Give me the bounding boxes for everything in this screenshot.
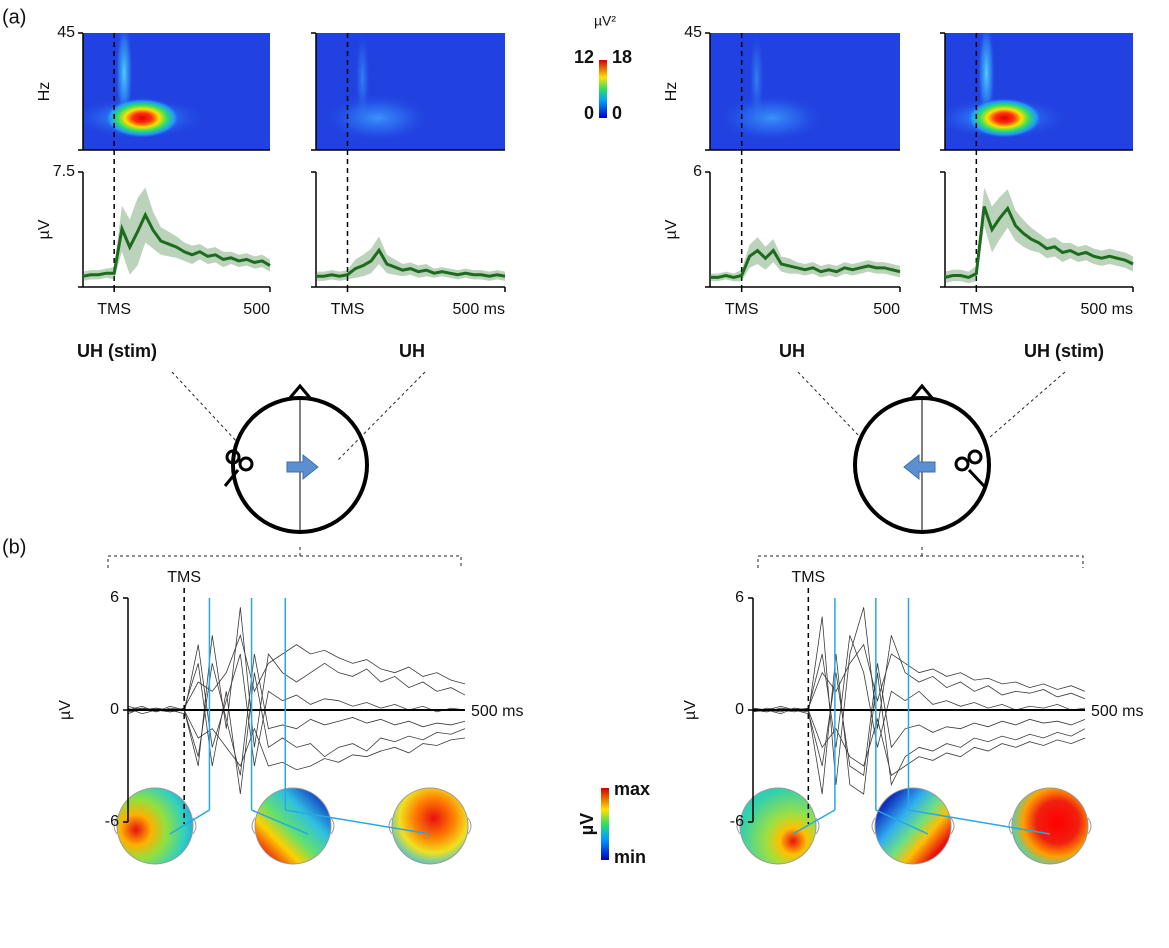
colorbar-unit: µV — [577, 813, 597, 835]
site-label: UH (stim) — [77, 341, 157, 361]
marker-connector — [792, 809, 836, 835]
colorbar — [599, 60, 607, 118]
marker-connector — [908, 809, 1051, 835]
marker-connector — [251, 809, 309, 835]
annotation: TMS — [167, 569, 201, 586]
annotation: TMS — [791, 569, 825, 586]
colorbar-label: 18 — [612, 47, 632, 67]
x-tick-label: 500 ms — [1091, 703, 1143, 720]
y-axis-label: Hz — [36, 82, 53, 102]
site-label: UH — [779, 341, 805, 361]
y-tick-label: 6 — [735, 589, 744, 606]
colorbar-label: min — [614, 847, 646, 867]
error-band — [710, 237, 900, 282]
y-tick-label: 45 — [57, 24, 75, 41]
y-tick-label: 7.5 — [53, 163, 75, 180]
series-line — [127, 633, 466, 713]
y-axis-label: µV — [682, 700, 699, 720]
colorbar-unit: µV² — [594, 13, 616, 29]
x-tick-label: 500 — [873, 301, 900, 318]
x-tick-label: 500 — [243, 301, 270, 318]
series-line — [752, 607, 1086, 785]
heatmap-blob — [966, 98, 1043, 138]
heatmap — [710, 33, 900, 150]
colorbar-label: 0 — [584, 103, 594, 123]
y-tick-label: 0 — [735, 701, 744, 718]
panel-label: (a) — [2, 6, 26, 28]
series-line — [710, 248, 901, 279]
x-tick-label: 500 ms — [1081, 301, 1133, 318]
x-tick-label: 500 ms — [471, 703, 523, 720]
site-label: UH (stim) — [1024, 341, 1104, 361]
series-line — [944, 205, 1134, 280]
series-line — [127, 607, 466, 767]
error-band — [316, 236, 505, 281]
series-line — [82, 211, 271, 278]
panel-label: (b) — [2, 536, 26, 558]
series-line — [752, 643, 1086, 711]
x-tick-label: TMS — [959, 301, 993, 318]
colorbar-label: 12 — [574, 47, 594, 67]
y-axis-label: µV — [36, 219, 53, 239]
x-tick-label: TMS — [331, 301, 365, 318]
y-axis-label: µV — [663, 219, 680, 239]
x-tick-label: TMS — [725, 301, 759, 318]
heatmap-blob — [104, 98, 181, 138]
y-tick-label: 0 — [110, 701, 119, 718]
heatmap-blob — [322, 93, 433, 143]
colorbar-label: max — [614, 779, 650, 799]
y-tick-label: -6 — [730, 813, 744, 830]
y-axis-label: Hz — [663, 82, 680, 102]
heatmap-blob — [716, 93, 827, 143]
y-tick-label: 6 — [693, 163, 702, 180]
heatmap — [83, 33, 270, 150]
heatmap — [316, 33, 505, 150]
colorbar-label: 0 — [612, 103, 622, 123]
series-line — [316, 247, 506, 278]
series-line — [752, 653, 1086, 795]
heatmap — [945, 33, 1133, 150]
error-band — [945, 187, 1133, 284]
marker-connector — [875, 809, 929, 835]
topomaps — [113, 787, 1092, 865]
site-label: UH — [399, 341, 425, 361]
colorbar — [601, 788, 609, 860]
marker-connector — [169, 809, 210, 835]
head-diagram — [223, 383, 991, 534]
y-tick-label: 45 — [684, 24, 702, 41]
marker-connector — [285, 809, 431, 835]
series-line — [752, 707, 1086, 776]
x-tick-label: TMS — [97, 301, 131, 318]
y-tick-label: 6 — [110, 589, 119, 606]
y-axis-label: µV — [57, 700, 74, 720]
series-line — [752, 663, 1086, 777]
leader-lines — [107, 371, 1084, 568]
y-tick-label: -6 — [105, 813, 119, 830]
series-line — [127, 644, 466, 767]
x-tick-label: 500 ms — [453, 301, 505, 318]
series-line — [127, 707, 466, 771]
series-line — [127, 653, 466, 776]
error-band — [83, 187, 270, 281]
